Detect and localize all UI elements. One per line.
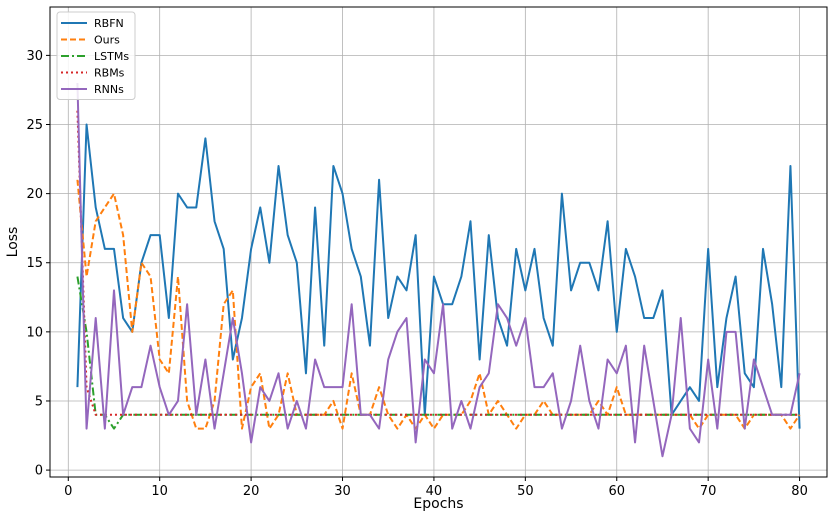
x-tick-label: 50 — [517, 484, 534, 499]
legend: RBFN Ours LSTMs RBMs RNNs — [56, 11, 136, 100]
x-tick-label: 60 — [608, 484, 625, 499]
series-line-rnns — [76, 83, 801, 458]
series-line-lstms — [76, 276, 800, 430]
legend-entry: RBMs — [94, 67, 125, 80]
x-tick-label: 70 — [700, 484, 717, 499]
y-tick-label: 5 — [35, 394, 43, 409]
y-tick-label: 25 — [26, 118, 43, 133]
y-tick-label: 10 — [26, 325, 43, 340]
x-tick-label: 80 — [791, 484, 808, 499]
legend-entry: Ours — [94, 34, 120, 47]
y-tick-label: 0 — [35, 464, 43, 479]
series-line-ours — [76, 179, 801, 430]
x-tick-label: 20 — [243, 484, 260, 499]
y-tick-label: 20 — [26, 187, 43, 202]
legend-entry: LSTMs — [94, 50, 129, 63]
plot-frame — [49, 6, 828, 478]
series-layer — [76, 83, 801, 458]
y-axis-label: Loss — [5, 227, 21, 258]
x-axis-label: Epochs — [413, 496, 463, 512]
grid — [50, 7, 827, 477]
x-tick-label: 0 — [64, 484, 72, 499]
x-tick-label: 10 — [151, 484, 168, 499]
x-tick-label: 30 — [334, 484, 351, 499]
series-line-rbfn — [76, 123, 801, 429]
y-tick-label: 30 — [26, 49, 43, 64]
legend-box — [56, 11, 136, 100]
legend-entry: RBFN — [94, 17, 124, 30]
x-tick-label: 40 — [426, 484, 443, 499]
y-tick-label: 15 — [26, 256, 43, 271]
legend-entry: RNNs — [94, 83, 124, 96]
axis-ticks: 0 10 20 30 40 50 60 70 80 0 5 10 15 20 25 30 — [26, 49, 807, 499]
